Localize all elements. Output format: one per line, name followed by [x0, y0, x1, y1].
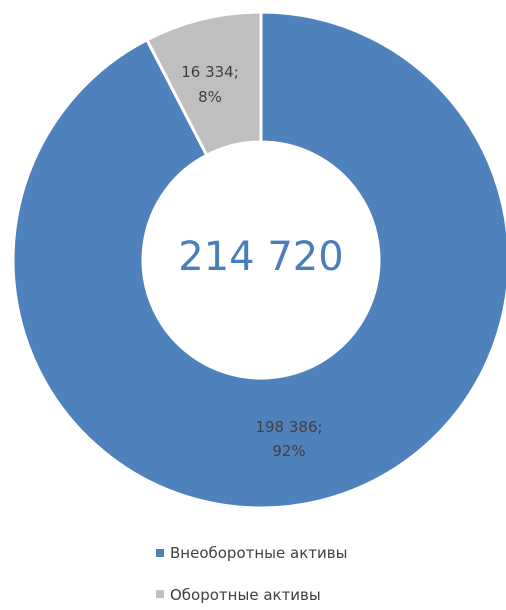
- data-label-noncurrent-percent: 92%: [272, 442, 305, 460]
- data-label-noncurrent-value: 198 386;: [255, 418, 322, 436]
- legend-swatch-current-assets: [156, 590, 164, 598]
- legend-item-noncurrent-assets: Внеоборотные активы: [156, 544, 347, 562]
- slice-noncurrent-assets: [11, 10, 506, 510]
- legend-label-current-assets: Оборотные активы: [170, 586, 321, 604]
- donut-slices: [11, 10, 506, 510]
- data-label-noncurrent-assets: 198 386; 92%: [255, 418, 322, 460]
- legend-label-noncurrent-assets: Внеоборотные активы: [170, 544, 347, 562]
- legend-item-current-assets: Оборотные активы: [156, 586, 321, 604]
- data-label-current-assets: 16 334; 8%: [181, 63, 239, 106]
- center-total-label: 214 720: [178, 234, 343, 280]
- legend: Внеоборотные активы Оборотные активы: [156, 544, 347, 604]
- slice-current-assets: [144, 10, 263, 158]
- data-label-current-value: 16 334;: [181, 63, 239, 81]
- legend-swatch-noncurrent-assets: [156, 549, 164, 557]
- data-label-current-percent: 8%: [198, 88, 222, 106]
